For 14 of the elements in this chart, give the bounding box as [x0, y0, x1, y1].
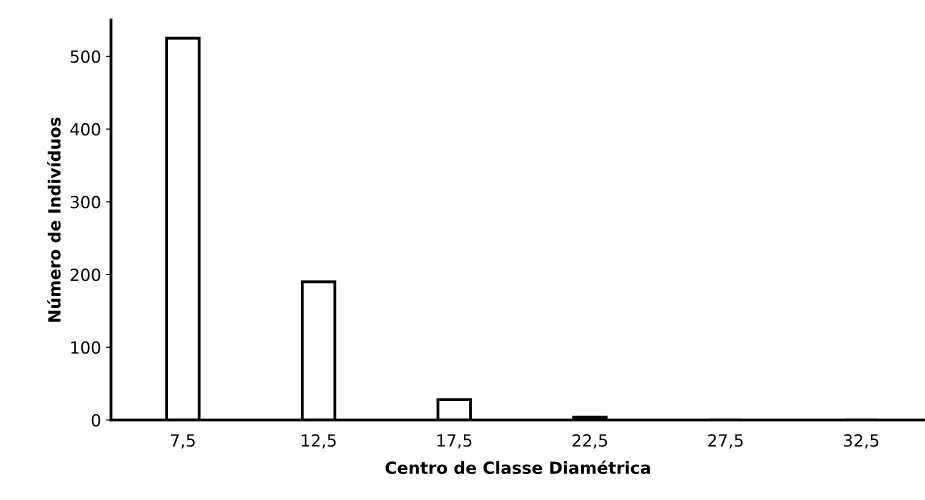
x-tick-label: 7,5 — [171, 434, 195, 448]
y-tick-label: 200 — [70, 268, 100, 282]
y-tick-label: 100 — [71, 341, 100, 354]
y-axis-title: Número de Indivíduos — [47, 118, 61, 322]
y-tick-label: 500 — [70, 50, 100, 63]
x-axis-title: Centro de Classe Diamétrica — [386, 460, 650, 474]
y-tick-label: 0 — [92, 414, 100, 427]
y-tick-label: 300 — [70, 196, 100, 208]
y-tick-label: 400 — [70, 123, 100, 136]
x-tick-label: 27,5 — [708, 434, 743, 448]
x-tick-label: 17,5 — [438, 434, 472, 448]
x-tick-label: 12,5 — [302, 434, 336, 448]
x-tick-label: 22,5 — [572, 434, 608, 448]
x-tick-label: 32,5 — [844, 434, 878, 448]
